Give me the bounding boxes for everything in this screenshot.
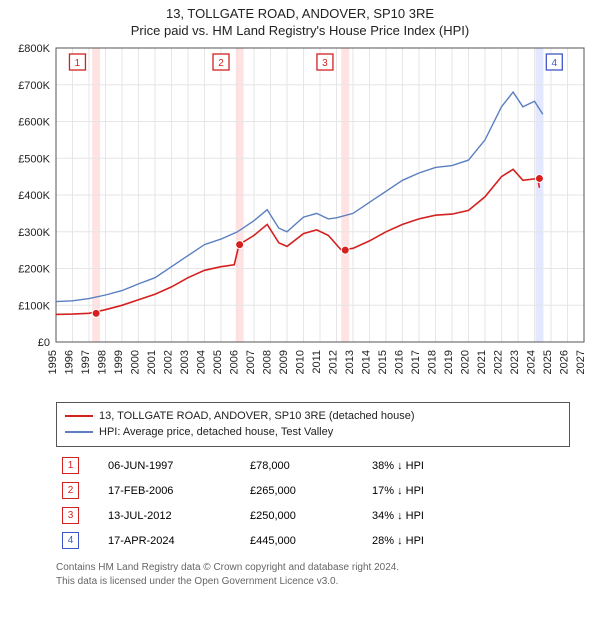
legend-item: 13, TOLLGATE ROAD, ANDOVER, SP10 3RE (de…: [65, 408, 561, 424]
x-tick-label: 1999: [113, 350, 125, 374]
x-tick-label: 1995: [47, 350, 59, 374]
event-marker: [535, 174, 543, 182]
x-tick-label: 2019: [443, 350, 455, 374]
x-tick-label: 2024: [526, 350, 538, 374]
x-tick-label: 2002: [163, 350, 175, 374]
events-table: 1 06-JUN-1997£78,00038% ↓ HPI 2 17-FEB-2006…: [56, 453, 570, 553]
y-tick-label: £100K: [18, 300, 50, 312]
x-tick-label: 2000: [130, 350, 142, 374]
x-tick-label: 2006: [229, 350, 241, 374]
footer-line: This data is licensed under the Open Gov…: [56, 575, 570, 589]
event-date: 17-APR-2024: [102, 528, 244, 553]
x-tick-label: 2023: [509, 350, 521, 374]
x-tick-label: 1997: [80, 350, 92, 374]
x-tick-label: 2013: [344, 350, 356, 374]
x-tick-label: 2020: [460, 350, 472, 374]
title-address: 13, TOLLGATE ROAD, ANDOVER, SP10 3RE: [0, 6, 600, 21]
event-num: 3: [62, 507, 79, 524]
y-tick-label: £500K: [18, 153, 50, 165]
x-tick-label: 2005: [212, 350, 224, 374]
event-price: £445,000: [244, 528, 366, 553]
x-tick-label: 2011: [311, 350, 323, 374]
event-row: 2 17-FEB-2006£265,00017% ↓ HPI: [56, 478, 570, 503]
event-label-num: 1: [75, 58, 81, 69]
title-subtitle: Price paid vs. HM Land Registry's House …: [0, 23, 600, 38]
x-tick-label: 2008: [262, 350, 274, 374]
x-tick-label: 2021: [476, 350, 488, 374]
event-row: 3 13-JUL-2012£250,00034% ↓ HPI: [56, 503, 570, 528]
price-chart: £0 £100K £200K £300K £400K £500K £600K £700K £80…: [0, 38, 600, 396]
event-marker: [236, 241, 244, 249]
x-tick-label: 2026: [559, 350, 571, 374]
event-row: 4 17-APR-2024£445,00028% ↓ HPI: [56, 528, 570, 553]
x-tick-label: 2015: [377, 350, 389, 374]
y-tick-label: £800K: [18, 43, 50, 55]
event-label-num: 2: [218, 58, 224, 69]
legend-swatch: [65, 415, 93, 417]
event-num: 4: [62, 532, 79, 549]
event-date: 17-FEB-2006: [102, 478, 244, 503]
series-price_paid: [56, 169, 539, 314]
events-tbody: 1 06-JUN-1997£78,00038% ↓ HPI 2 17-FEB-2006…: [56, 453, 570, 553]
footer-line: Contains HM Land Registry data © Crown c…: [56, 561, 570, 575]
y-tick-label: £300K: [18, 227, 50, 239]
y-tick-label: £400K: [18, 190, 50, 202]
event-delta: 34% ↓ HPI: [366, 503, 570, 528]
x-tick-label: 2004: [196, 350, 208, 374]
series-hpi: [56, 92, 543, 302]
event-label-num: 4: [552, 58, 558, 69]
x-tick-label: 2003: [179, 350, 191, 374]
event-price: £250,000: [244, 503, 366, 528]
x-tick-label: 2012: [328, 350, 340, 374]
legend-item: HPI: Average price, detached house, Test…: [65, 424, 561, 440]
x-tick-label: 2017: [410, 350, 422, 374]
x-tick-label: 2001: [146, 350, 158, 374]
legend-swatch: [65, 431, 93, 433]
x-tick-label: 2018: [427, 350, 439, 374]
chart-container: £0 £100K £200K £300K £400K £500K £600K £700K £80…: [0, 38, 600, 396]
x-tick-label: 2007: [245, 350, 257, 374]
x-tick-label: 1996: [64, 350, 76, 374]
x-tick-label: 2009: [278, 350, 290, 374]
event-num: 2: [62, 482, 79, 499]
x-tick-label: 2025: [542, 350, 554, 374]
event-delta: 17% ↓ HPI: [366, 478, 570, 503]
x-tick-label: 2010: [295, 350, 307, 374]
event-marker: [341, 246, 349, 254]
event-delta: 28% ↓ HPI: [366, 528, 570, 553]
y-tick-label: £700K: [18, 80, 50, 92]
legend-text: HPI: Average price, detached house, Test…: [99, 426, 333, 438]
y-tick-label: £0: [38, 337, 50, 349]
event-price: £265,000: [244, 478, 366, 503]
x-tick-label: 2016: [394, 350, 406, 374]
footer: Contains HM Land Registry data © Crown c…: [56, 561, 570, 588]
x-tick-label: 2027: [575, 350, 587, 374]
event-date: 06-JUN-1997: [102, 453, 244, 478]
event-price: £78,000: [244, 453, 366, 478]
x-tick-label: 2022: [493, 350, 505, 374]
x-tick-label: 2014: [361, 350, 373, 374]
event-marker: [92, 309, 100, 317]
legend: 13, TOLLGATE ROAD, ANDOVER, SP10 3RE (de…: [56, 402, 570, 447]
chart-titles: 13, TOLLGATE ROAD, ANDOVER, SP10 3RE Pri…: [0, 0, 600, 38]
y-tick-label: £200K: [18, 264, 50, 276]
event-row: 1 06-JUN-1997£78,00038% ↓ HPI: [56, 453, 570, 478]
event-date: 13-JUL-2012: [102, 503, 244, 528]
legend-text: 13, TOLLGATE ROAD, ANDOVER, SP10 3RE (de…: [99, 410, 414, 422]
y-tick-label: £600K: [18, 117, 50, 129]
x-tick-label: 1998: [97, 350, 109, 374]
event-label-num: 3: [322, 58, 328, 69]
event-num: 1: [62, 457, 79, 474]
event-delta: 38% ↓ HPI: [366, 453, 570, 478]
